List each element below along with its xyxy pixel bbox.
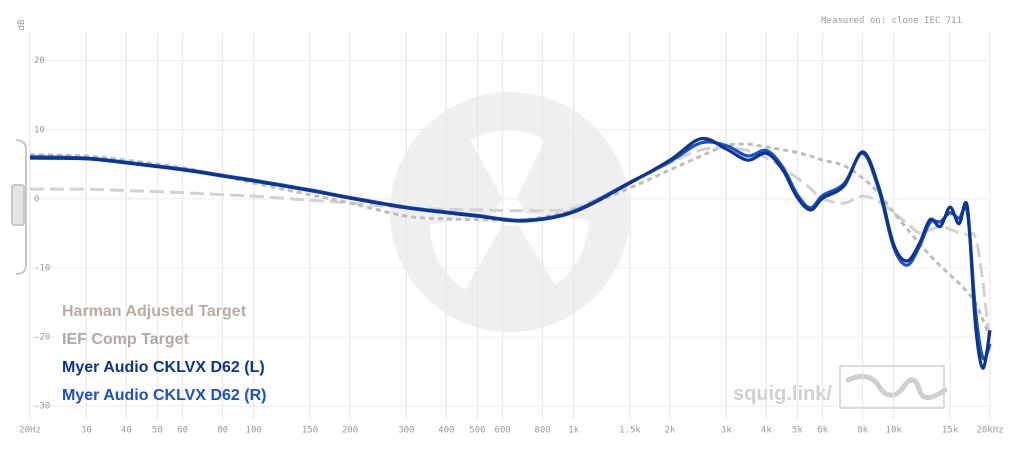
x-tick-label: 150	[302, 426, 318, 436]
x-tick-label: 30	[81, 426, 92, 436]
x-tick-label: 1.5k	[619, 426, 641, 436]
x-tick-label: 8k	[857, 426, 868, 436]
legend-entry: IEF Comp Target	[62, 331, 189, 348]
x-tick-label: 20Hz	[19, 426, 41, 436]
y-tick-label: 10	[34, 125, 45, 135]
legend-entry: Myer Audio CKLVX D62 (L)	[62, 359, 265, 376]
x-tick-label: 1k	[568, 426, 579, 436]
x-tick-label: 20kHz	[976, 426, 1003, 436]
y-tick-label: -10	[34, 263, 50, 273]
x-tick-label: 40	[121, 426, 132, 436]
lines	[29, 136, 992, 370]
series-line	[29, 146, 992, 349]
legend: Harman Adjusted Target IEF Comp Target Mye…	[62, 303, 266, 404]
y-tick-label: 20	[34, 56, 45, 66]
x-tick-label: 400	[438, 426, 454, 436]
y-tick-label: -30	[34, 402, 50, 412]
x-tick-label: 200	[342, 426, 358, 436]
x-tick-label: 80	[217, 426, 228, 436]
x-tick-label: 15k	[942, 426, 959, 436]
x-tick-label: 5k	[792, 426, 803, 436]
x-tick-label: 800	[535, 426, 551, 436]
measured-note: Measured on: clone IEC 711	[821, 16, 962, 26]
x-tick-label: 10k	[886, 426, 903, 436]
x-tick-label: 600	[495, 426, 511, 436]
squig-logo	[839, 365, 948, 409]
x-tick-label: 6k	[817, 426, 828, 436]
legend-entry: Myer Audio CKLVX D62 (R)	[62, 387, 266, 404]
series-line	[29, 142, 992, 338]
x-tick-label: 4k	[761, 426, 772, 436]
legend-entry: Harman Adjusted Target	[62, 303, 247, 320]
series-line	[29, 136, 992, 370]
x-tick-label: 50	[152, 426, 163, 436]
x-tick-label: 300	[398, 426, 414, 436]
watermark-text: squig.link/	[733, 383, 832, 405]
y-tick-label: 0	[34, 194, 39, 204]
x-tick-label: 100	[246, 426, 262, 436]
y-tick-label: -20	[34, 333, 50, 343]
y-axis-label: dB	[17, 20, 27, 31]
x-tick-label: 500	[469, 426, 485, 436]
x-tick-label: 2k	[665, 426, 676, 436]
x-tick-label: 3k	[721, 426, 732, 436]
x-tick-label: 60	[177, 426, 188, 436]
slider-handle[interactable]	[11, 139, 27, 275]
